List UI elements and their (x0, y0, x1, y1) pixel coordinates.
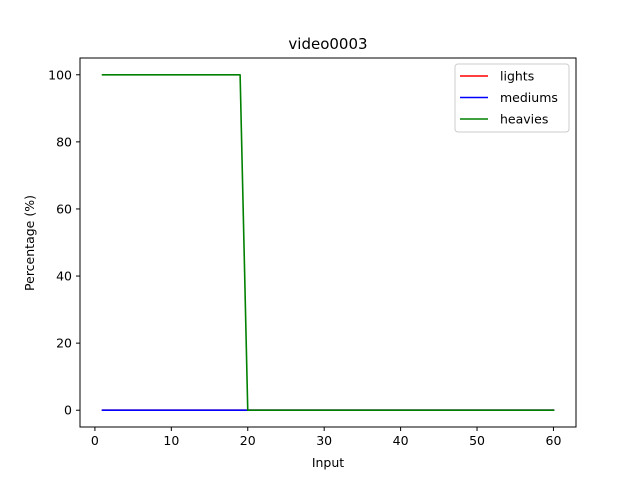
y-axis-label: Percentage (%) (22, 195, 37, 291)
legend: lights mediums heavies (454, 63, 570, 133)
x-axis-label: Input (312, 455, 344, 470)
y-tick-label: 100 (48, 67, 72, 82)
x-tick-label: 60 (546, 433, 562, 448)
legend-box (454, 63, 570, 133)
x-tick-label: 30 (316, 433, 332, 448)
chart-title: video0003 (288, 35, 367, 53)
series-line-heavies (101, 73, 555, 412)
legend-label-lights: lights (500, 69, 534, 84)
y-tick-label: 80 (56, 134, 72, 149)
x-tick-label: 10 (163, 433, 179, 448)
x-tick-label: 0 (91, 433, 99, 448)
y-tick-label: 40 (56, 269, 72, 284)
y-tick-label: 20 (56, 336, 72, 351)
y-tick-label: 60 (56, 201, 72, 216)
axes-frame (79, 57, 577, 428)
legend-label-mediums: mediums (500, 90, 558, 105)
plot-area: 0 10 20 30 40 50 60 0 20 40 60 80 100 (48, 57, 577, 448)
x-tick-label: 20 (240, 433, 256, 448)
x-tick-label: 40 (393, 433, 409, 448)
x-tick-label: 50 (469, 433, 485, 448)
legend-label-heavies: heavies (500, 112, 548, 127)
y-tick-label: 0 (64, 403, 72, 418)
